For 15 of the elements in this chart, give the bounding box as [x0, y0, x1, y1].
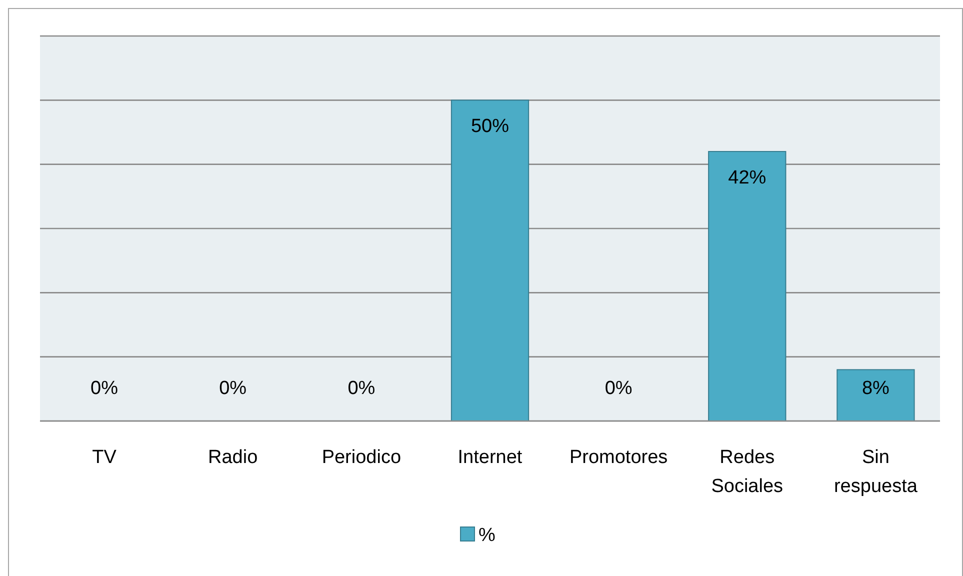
data-label: 42%: [728, 168, 766, 188]
x-tick-label: Internet: [458, 447, 523, 468]
data-label: 0%: [219, 378, 247, 399]
data-label: 0%: [604, 378, 632, 399]
data-label: 0%: [90, 378, 118, 399]
data-label: 0%: [348, 378, 376, 399]
legend-label: %: [478, 525, 496, 546]
x-tick-label: Promotores: [569, 447, 668, 468]
x-tick-label: Sin respuesta: [834, 447, 918, 497]
x-tick-label: Redes Sociales: [711, 447, 784, 497]
data-label: 8%: [862, 378, 890, 399]
x-tick-label: Periodico: [322, 447, 402, 468]
data-label: 50%: [470, 116, 510, 138]
x-tick-label: TV: [92, 447, 117, 468]
x-tick-label: Radio: [208, 447, 258, 468]
